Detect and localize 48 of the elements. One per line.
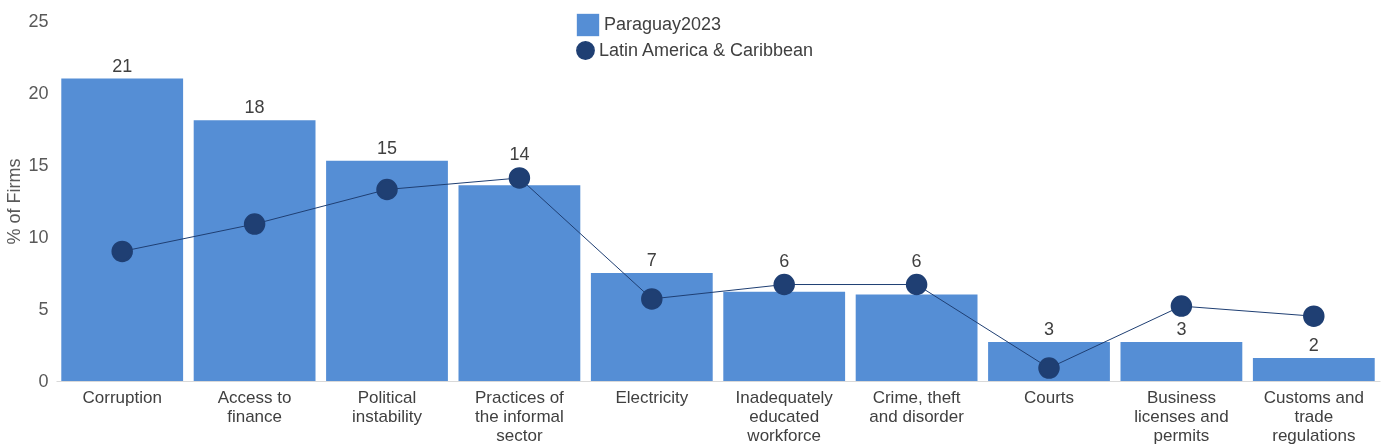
x-tick-label: Courts <box>1023 387 1075 407</box>
x-tick-label: Electricity <box>615 387 689 407</box>
point <box>508 167 531 189</box>
point <box>905 273 928 296</box>
bar <box>1120 342 1243 381</box>
data-label: 21 <box>112 55 133 76</box>
point <box>641 288 663 310</box>
x-tick-label: Practices of the informal sector <box>474 387 565 445</box>
point <box>1303 305 1325 327</box>
bar <box>723 291 846 381</box>
x-tick-label: Corruption <box>82 387 162 407</box>
x-tick-label: Inadequately educated workforce <box>735 387 834 445</box>
data-label: 15 <box>376 137 398 158</box>
x-tick-label: Political instability <box>352 387 423 426</box>
bar <box>193 120 316 381</box>
y-tick-label: 0 <box>38 370 49 391</box>
bar <box>855 294 978 381</box>
y-tick-label: 10 <box>28 226 49 247</box>
bar <box>1252 357 1375 381</box>
data-label: 6 <box>911 250 922 271</box>
y-tick-label: 15 <box>28 154 49 175</box>
point <box>773 273 795 296</box>
data-label: 3 <box>1176 319 1187 340</box>
data-label: 18 <box>244 97 265 118</box>
data-label: 3 <box>1043 319 1055 340</box>
point <box>376 178 398 201</box>
legend-label: Latin America & Caribbean <box>599 39 814 60</box>
data-label: 6 <box>779 250 790 271</box>
x-tick-label: Customs and trade regulations <box>1263 387 1364 445</box>
y-tick-label: 20 <box>28 82 49 103</box>
y-tick-label: 5 <box>38 298 49 319</box>
x-tick-label: Crime, theft and disorder <box>869 387 965 426</box>
y-tick-label: 25 <box>28 10 49 31</box>
bar <box>61 78 184 381</box>
x-tick-label: Access to finance <box>217 387 292 426</box>
data-label: 7 <box>646 250 657 270</box>
point <box>1038 357 1060 379</box>
bar <box>458 185 581 381</box>
bar <box>326 160 448 381</box>
point <box>1170 295 1193 317</box>
point <box>243 213 266 235</box>
y-axis-title: % of Firms <box>4 158 25 245</box>
data-label: 14 <box>509 143 530 164</box>
data-label: 2 <box>1308 334 1319 355</box>
legend-label: Paraguay2023 <box>604 14 722 34</box>
x-tick-label: Business licenses and permits <box>1134 387 1229 445</box>
point <box>111 240 133 263</box>
bar <box>590 273 713 381</box>
